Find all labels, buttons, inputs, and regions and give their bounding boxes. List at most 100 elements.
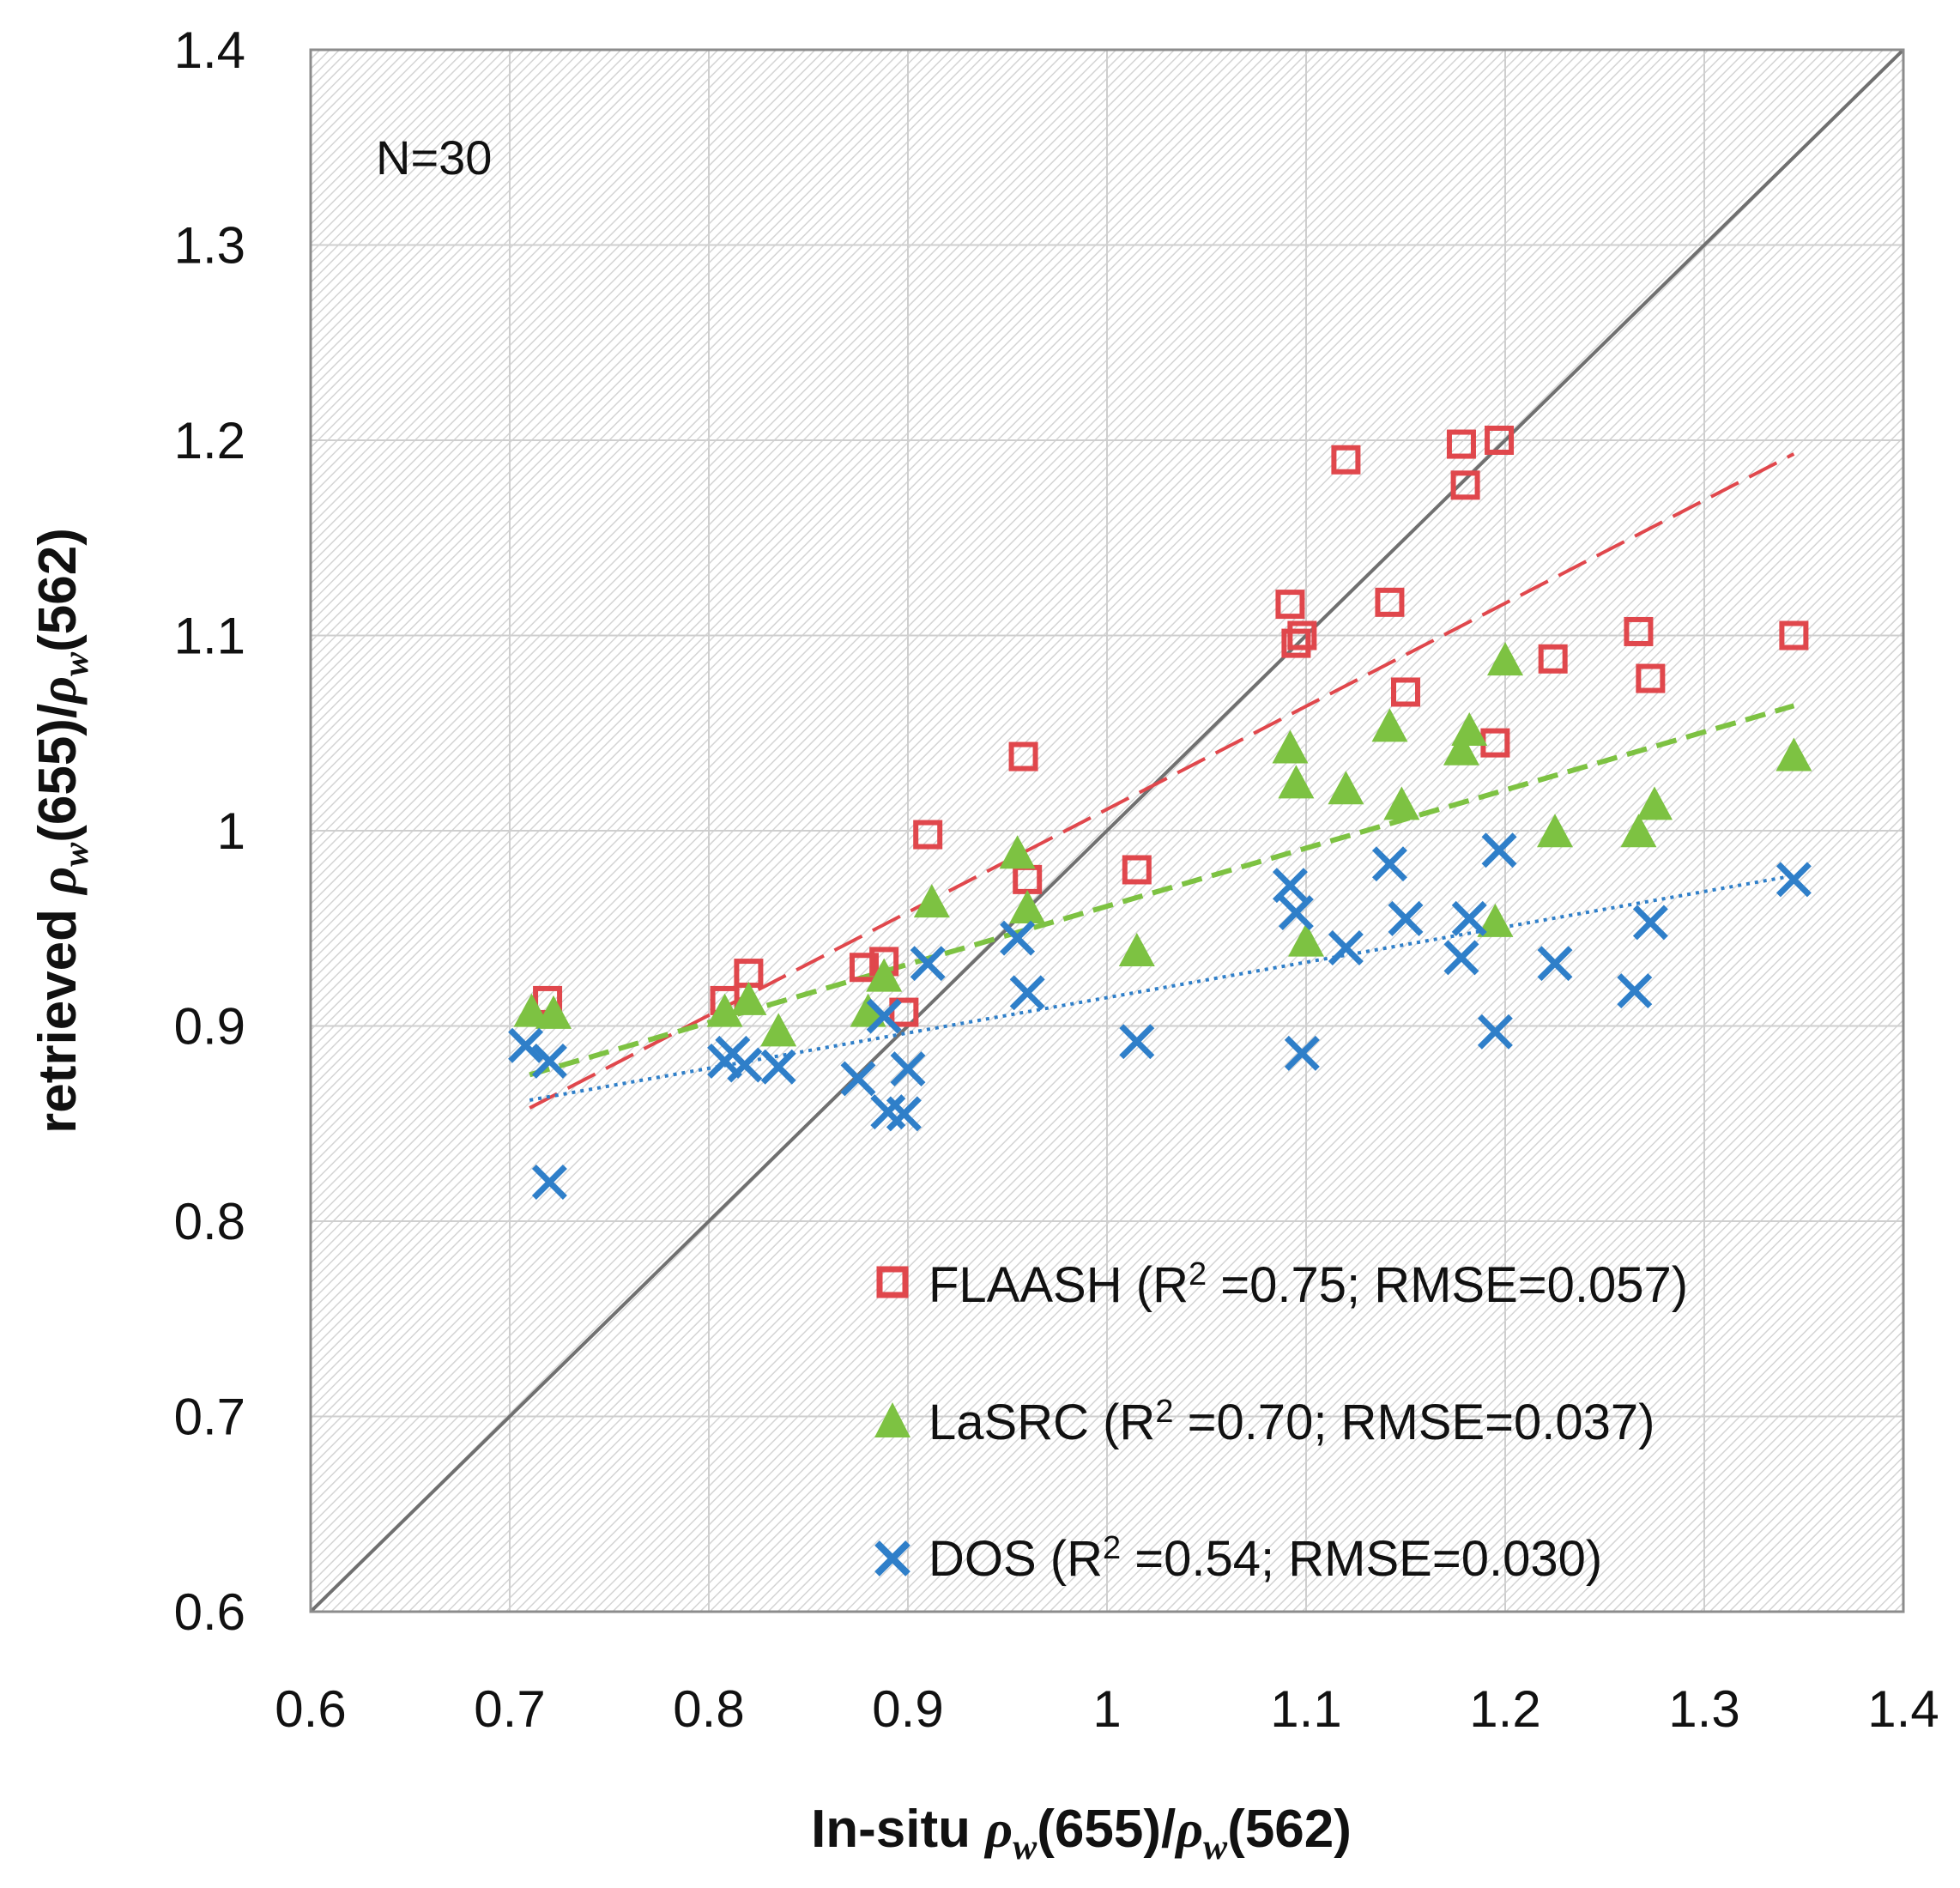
x-tick-label: 1.2	[1469, 1680, 1540, 1738]
sample-size-annotation: N=30	[376, 130, 492, 185]
lasrc-series	[513, 642, 1812, 1047]
dos-point	[910, 946, 946, 982]
dos-point	[531, 1043, 567, 1079]
lasrc-point	[730, 981, 767, 1015]
dos-point	[1388, 900, 1424, 936]
legend-triangle-icon	[874, 1402, 910, 1437]
y-tick-label: 0.7	[174, 1389, 245, 1446]
x-tick-label: 1.3	[1668, 1680, 1739, 1738]
dos-point	[1119, 1024, 1155, 1060]
lasrc-point	[1288, 923, 1324, 957]
lasrc-point	[1620, 814, 1657, 848]
flaash-point	[1636, 663, 1666, 693]
dos-point	[1328, 930, 1364, 965]
plot-border	[309, 48, 1905, 1613]
x-tick-label: 1.1	[1270, 1680, 1341, 1738]
x-tick-label: 0.9	[872, 1680, 943, 1738]
lasrc-point	[1443, 731, 1479, 765]
flaash-point	[1287, 620, 1317, 651]
dos-point	[840, 1061, 876, 1097]
y-tick-labels: 0.6 0.7 0.8 0.9 1 1.1 1.2 1.3 1.4	[174, 21, 245, 1641]
lasrc-point	[1451, 711, 1488, 746]
flaash-point	[849, 953, 879, 983]
dos-point	[1617, 973, 1653, 1009]
x-tick-label: 0.8	[673, 1680, 744, 1738]
lasrc-point	[706, 993, 743, 1027]
lasrc-point	[1775, 737, 1812, 772]
flaash-point	[1008, 741, 1038, 772]
y-axis-title: retrieved ρw(655)/ρw(562)	[28, 528, 96, 1134]
flaash-point	[1779, 620, 1809, 651]
legend-item-flaash: FLAASH (R2 =0.75; RMSE=0.057)	[876, 1256, 1688, 1313]
dos-point	[1632, 905, 1668, 941]
flaash-point	[1450, 470, 1480, 500]
y-tick-label: 1.1	[174, 608, 245, 665]
dos-series	[508, 832, 1812, 1200]
flaash-point	[1122, 855, 1152, 885]
flaash-point	[1485, 426, 1515, 455]
y-tick-label: 0.9	[174, 998, 245, 1056]
dos-point	[1371, 846, 1407, 882]
legend-label-lasrc: LaSRC (R2 =0.70; RMSE=0.037)	[929, 1394, 1655, 1450]
dos-point	[866, 998, 902, 1034]
lasrc-point	[1487, 642, 1523, 676]
flaash-point	[1391, 677, 1420, 707]
y-tick-label: 1.3	[174, 217, 245, 275]
flaash-point	[1331, 445, 1361, 475]
dos-point	[1451, 900, 1487, 936]
data-points	[508, 426, 1812, 1200]
x-tick-label: 1.4	[1867, 1680, 1939, 1738]
flaash-point	[1538, 644, 1568, 674]
legend-x-icon	[874, 1540, 910, 1576]
legend-item-dos: DOS (R2 =0.54; RMSE=0.030)	[874, 1530, 1602, 1587]
lasrc-point	[1537, 814, 1573, 848]
dos-point	[1278, 895, 1314, 931]
y-tick-label: 1.4	[174, 21, 245, 79]
x-tick-label: 0.7	[474, 1680, 545, 1738]
lasrc-point	[1477, 903, 1514, 937]
flaash-point	[1446, 429, 1476, 459]
dos-point	[1000, 920, 1036, 956]
dos-point	[1775, 862, 1812, 898]
lasrc-point	[1118, 933, 1155, 967]
flaash-point	[1375, 587, 1405, 617]
flaash-point	[1281, 628, 1311, 658]
flaash-series	[533, 426, 1809, 1027]
lasrc-point	[866, 958, 903, 992]
y-tick-label: 0.6	[174, 1583, 245, 1641]
flaash-point	[1624, 616, 1654, 646]
dos-point	[890, 1051, 926, 1087]
x-tick-label: 1	[1092, 1680, 1121, 1738]
lasrc-point	[513, 993, 550, 1027]
lasrc-point	[760, 1013, 797, 1047]
legend: FLAASH (R2 =0.75; RMSE=0.057) LaSRC (R2 …	[874, 1256, 1688, 1587]
x-tick-labels: 0.6 0.7 0.8 0.9 1 1.1 1.2 1.3 1.4	[275, 1680, 1939, 1738]
one-to-one-line	[311, 50, 1903, 1612]
lasrc-point	[913, 884, 950, 918]
lasrc-point	[1272, 729, 1309, 764]
y-tick-label: 1	[217, 802, 245, 860]
dos-point	[1009, 975, 1045, 1011]
flaash-point	[1275, 590, 1305, 620]
dos-point	[886, 1096, 922, 1132]
legend-square-icon	[876, 1266, 909, 1298]
dos-point	[1272, 868, 1308, 904]
legend-label-dos: DOS (R2 =0.54; RMSE=0.030)	[929, 1530, 1602, 1587]
dos-point	[531, 1165, 567, 1200]
x-axis-title: In-situ ρw(655)/ρw(562)	[811, 1800, 1352, 1867]
dos-point	[508, 1027, 544, 1063]
dos-point	[1443, 940, 1479, 976]
lasrc-point	[1371, 708, 1408, 742]
y-tick-label: 0.8	[174, 1193, 245, 1250]
dos-point	[1537, 946, 1573, 982]
lasrc-point	[535, 995, 572, 1029]
y-tick-label: 1.2	[174, 412, 245, 469]
flaash-point	[913, 820, 943, 850]
dos-point	[760, 1049, 796, 1085]
dos-point	[1481, 832, 1517, 868]
lasrc-point	[1383, 786, 1420, 820]
lasrc-point	[999, 835, 1036, 869]
legend-label-flaash: FLAASH (R2 =0.75; RMSE=0.057)	[929, 1256, 1688, 1313]
lasrc-point	[1009, 890, 1046, 923]
